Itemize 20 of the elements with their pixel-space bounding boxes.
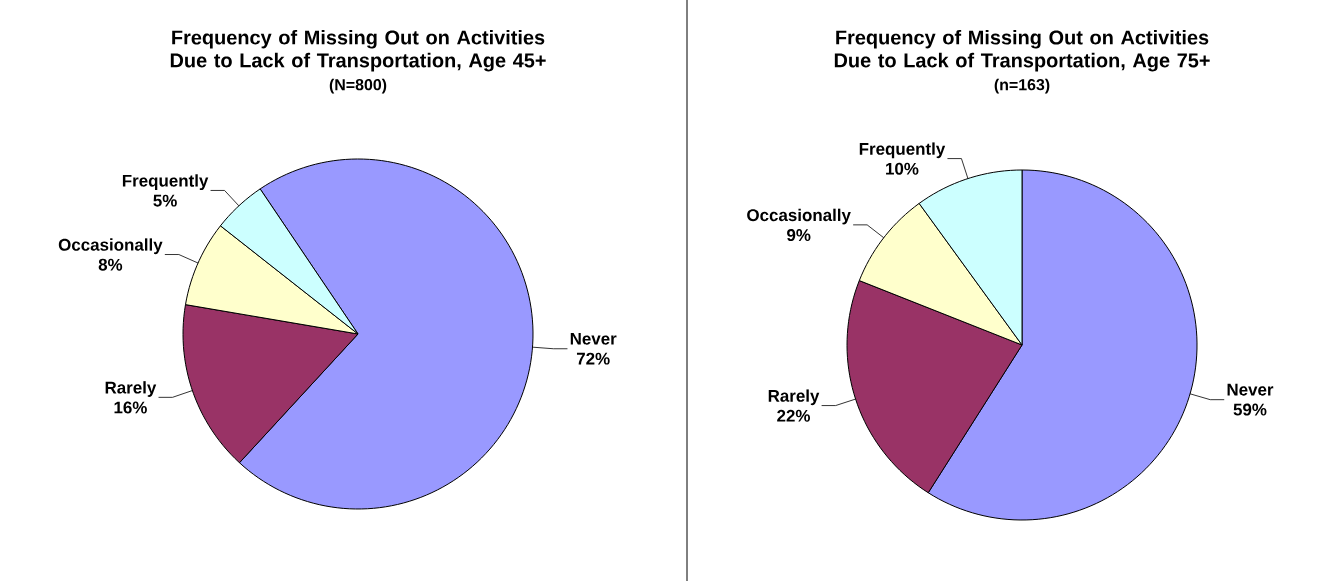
chart-subtitle: (N=800) (329, 78, 387, 94)
data-label: 5% (153, 194, 177, 207)
chart-title: Frequency of Missing Out on Activities Due to Lack of Transportation, Age 45+ (170, 29, 546, 72)
data-label: 9% (787, 229, 811, 242)
slice-label: Never (570, 332, 617, 345)
data-label: 16% (114, 401, 147, 414)
slice-label: Frequently (859, 142, 946, 159)
data-label: 22% (777, 409, 810, 422)
slice-label: Rarely (105, 381, 157, 397)
slice-label: Occasionally (747, 208, 851, 225)
data-label: 8% (98, 258, 123, 271)
data-label: 10% (886, 162, 919, 175)
slice-label: Never (1227, 383, 1274, 396)
data-label: 59% (1233, 403, 1267, 416)
data-label: 72% (576, 352, 610, 365)
chart-title: Frequency of Missing Out on Activities Due to Lack of Transportation, Age 75+ (834, 29, 1210, 72)
slice-label: Frequently (122, 174, 209, 191)
slice-label: Rarely (768, 389, 820, 406)
chart-subtitle: (n=163) (994, 78, 1050, 94)
slice-label: Occasionally (58, 238, 163, 255)
